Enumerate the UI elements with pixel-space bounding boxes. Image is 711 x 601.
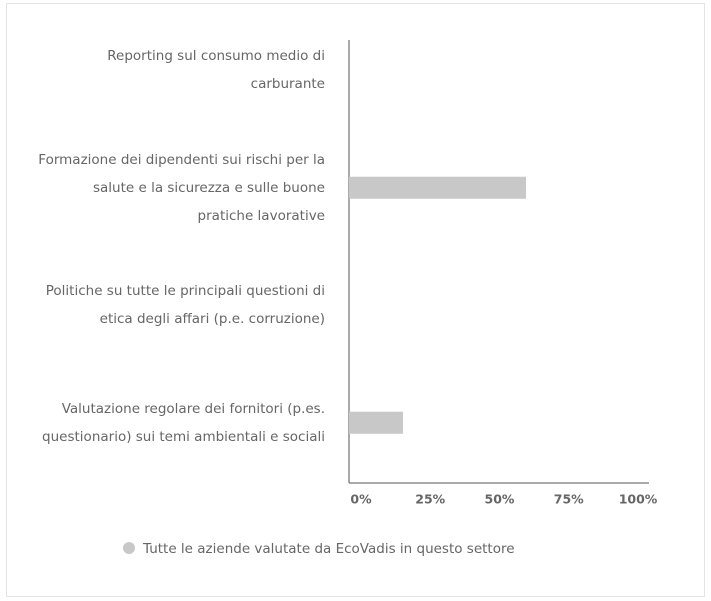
y-tick-label: Formazione dei dipendenti sui rischi per… <box>38 151 325 224</box>
x-tick-label: 75% <box>554 492 584 507</box>
y-tick-label: Valutazione regolare dei fornitori (p.es… <box>42 400 325 445</box>
legend-label: Tutte le aziende valutate da EcoVadis in… <box>142 541 515 557</box>
x-tick-label: 100% <box>619 492 658 507</box>
x-tick-label: 25% <box>415 492 445 507</box>
bar <box>349 176 526 199</box>
bar <box>349 411 403 434</box>
frame <box>6 3 705 597</box>
y-tick-label: Politiche su tutte le principali questio… <box>45 283 325 328</box>
x-tick-label: 50% <box>485 492 515 507</box>
x-tick-label: 0% <box>350 492 372 507</box>
y-tick-label: Reporting sul consumo medio di carburant… <box>107 48 325 93</box>
legend-marker <box>123 542 135 554</box>
